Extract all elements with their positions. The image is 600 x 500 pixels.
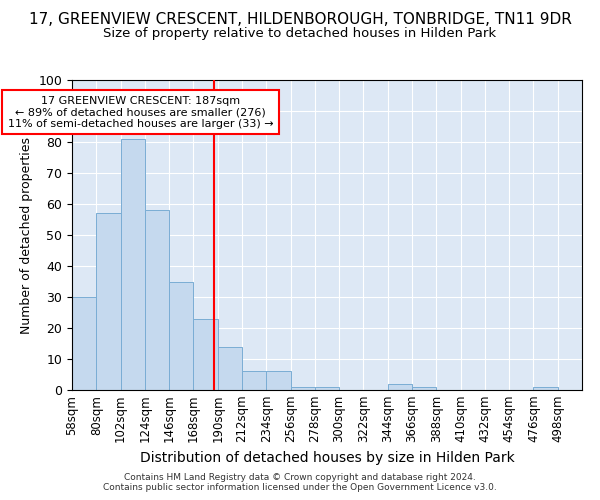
Bar: [266, 372, 290, 390]
Bar: [533, 387, 558, 390]
Bar: [121, 139, 145, 390]
Text: Contains HM Land Registry data © Crown copyright and database right 2024.
Contai: Contains HM Land Registry data © Crown c…: [103, 473, 497, 492]
Bar: [218, 346, 242, 390]
Bar: [290, 387, 315, 390]
Bar: [315, 387, 339, 390]
Bar: [193, 318, 218, 390]
Bar: [96, 214, 121, 390]
Bar: [145, 210, 169, 390]
X-axis label: Distribution of detached houses by size in Hilden Park: Distribution of detached houses by size …: [140, 451, 514, 465]
Bar: [169, 282, 193, 390]
Bar: [72, 297, 96, 390]
Bar: [242, 372, 266, 390]
Text: 17 GREENVIEW CRESCENT: 187sqm
← 89% of detached houses are smaller (276)
11% of : 17 GREENVIEW CRESCENT: 187sqm ← 89% of d…: [8, 96, 273, 128]
Bar: [388, 384, 412, 390]
Text: Size of property relative to detached houses in Hilden Park: Size of property relative to detached ho…: [103, 28, 497, 40]
Text: 17, GREENVIEW CRESCENT, HILDENBOROUGH, TONBRIDGE, TN11 9DR: 17, GREENVIEW CRESCENT, HILDENBOROUGH, T…: [29, 12, 571, 28]
Y-axis label: Number of detached properties: Number of detached properties: [20, 136, 33, 334]
Bar: [412, 387, 436, 390]
